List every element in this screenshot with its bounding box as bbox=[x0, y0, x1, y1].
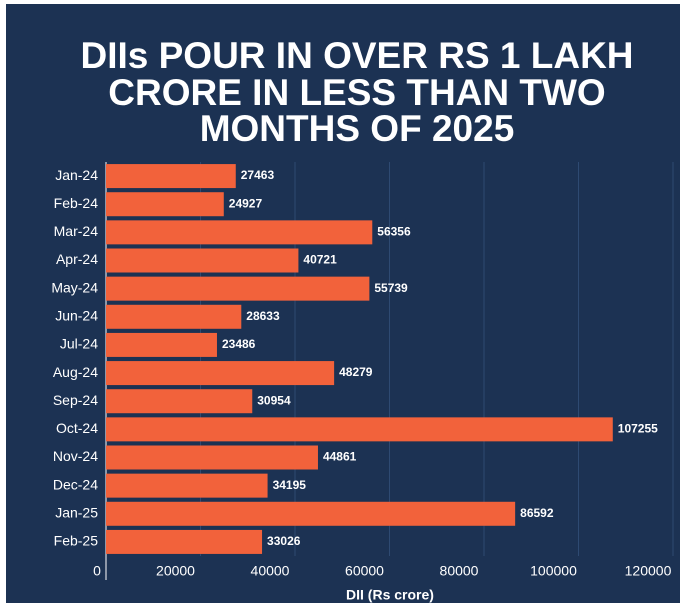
data-label: 56356 bbox=[377, 225, 411, 239]
bar bbox=[106, 445, 318, 470]
bar bbox=[106, 529, 263, 554]
data-label: 27463 bbox=[241, 168, 275, 182]
data-label: 23486 bbox=[222, 337, 256, 351]
bar bbox=[106, 276, 370, 301]
bar bbox=[106, 192, 224, 217]
x-tick-label: 100000 bbox=[530, 563, 577, 579]
y-tick-label: Feb-24 bbox=[54, 195, 99, 211]
data-label: 107255 bbox=[618, 422, 658, 436]
y-tick-label: Jan-24 bbox=[55, 167, 98, 183]
data-label: 30954 bbox=[257, 393, 291, 407]
chart-title: CRORE IN LESS THAN TWO bbox=[108, 72, 605, 113]
chart-title: DIIs POUR IN OVER RS 1 LAKH bbox=[80, 35, 633, 76]
y-tick-label: Jan-25 bbox=[55, 504, 98, 520]
bar bbox=[106, 389, 253, 414]
bar bbox=[106, 164, 236, 189]
bar bbox=[106, 248, 299, 273]
y-tick-label: Feb-25 bbox=[54, 533, 99, 549]
bar bbox=[106, 473, 268, 498]
data-label: 28633 bbox=[246, 309, 280, 323]
x-tick-label: 60000 bbox=[345, 563, 384, 579]
y-tick-label: Jun-24 bbox=[55, 307, 98, 323]
x-tick-label: 120000 bbox=[625, 563, 672, 579]
data-label: 86592 bbox=[520, 506, 554, 520]
x-axis-label: DII (Rs crore) bbox=[346, 587, 434, 603]
y-tick-label: Apr-24 bbox=[56, 251, 98, 267]
data-label: 44861 bbox=[323, 450, 357, 464]
y-tick-label: Aug-24 bbox=[53, 364, 98, 380]
y-tick-label: May-24 bbox=[51, 279, 98, 295]
y-tick-label: Nov-24 bbox=[53, 448, 98, 464]
chart-title: MONTHS OF 2025 bbox=[200, 108, 515, 149]
x-tick-label: 80000 bbox=[440, 563, 479, 579]
data-label: 48279 bbox=[339, 365, 373, 379]
data-label: 55739 bbox=[374, 281, 408, 295]
data-label: 34195 bbox=[273, 478, 307, 492]
bar bbox=[106, 304, 242, 329]
y-tick-label: Sep-24 bbox=[53, 392, 98, 408]
bar bbox=[106, 361, 335, 386]
x-tick-label: 20000 bbox=[156, 563, 195, 579]
y-tick-label: Mar-24 bbox=[54, 223, 99, 239]
data-label: 24927 bbox=[229, 196, 263, 210]
bar bbox=[106, 501, 516, 526]
y-tick-label: Dec-24 bbox=[53, 476, 98, 492]
y-tick-label: Oct-24 bbox=[56, 420, 98, 436]
bar bbox=[106, 220, 373, 245]
bar bbox=[106, 332, 217, 357]
data-label: 40721 bbox=[303, 253, 337, 267]
data-label: 33026 bbox=[267, 534, 301, 548]
x-tick-label: 0 bbox=[93, 563, 101, 579]
y-tick-label: Jul-24 bbox=[60, 336, 98, 352]
bar bbox=[106, 417, 613, 442]
x-tick-label: 40000 bbox=[251, 563, 290, 579]
